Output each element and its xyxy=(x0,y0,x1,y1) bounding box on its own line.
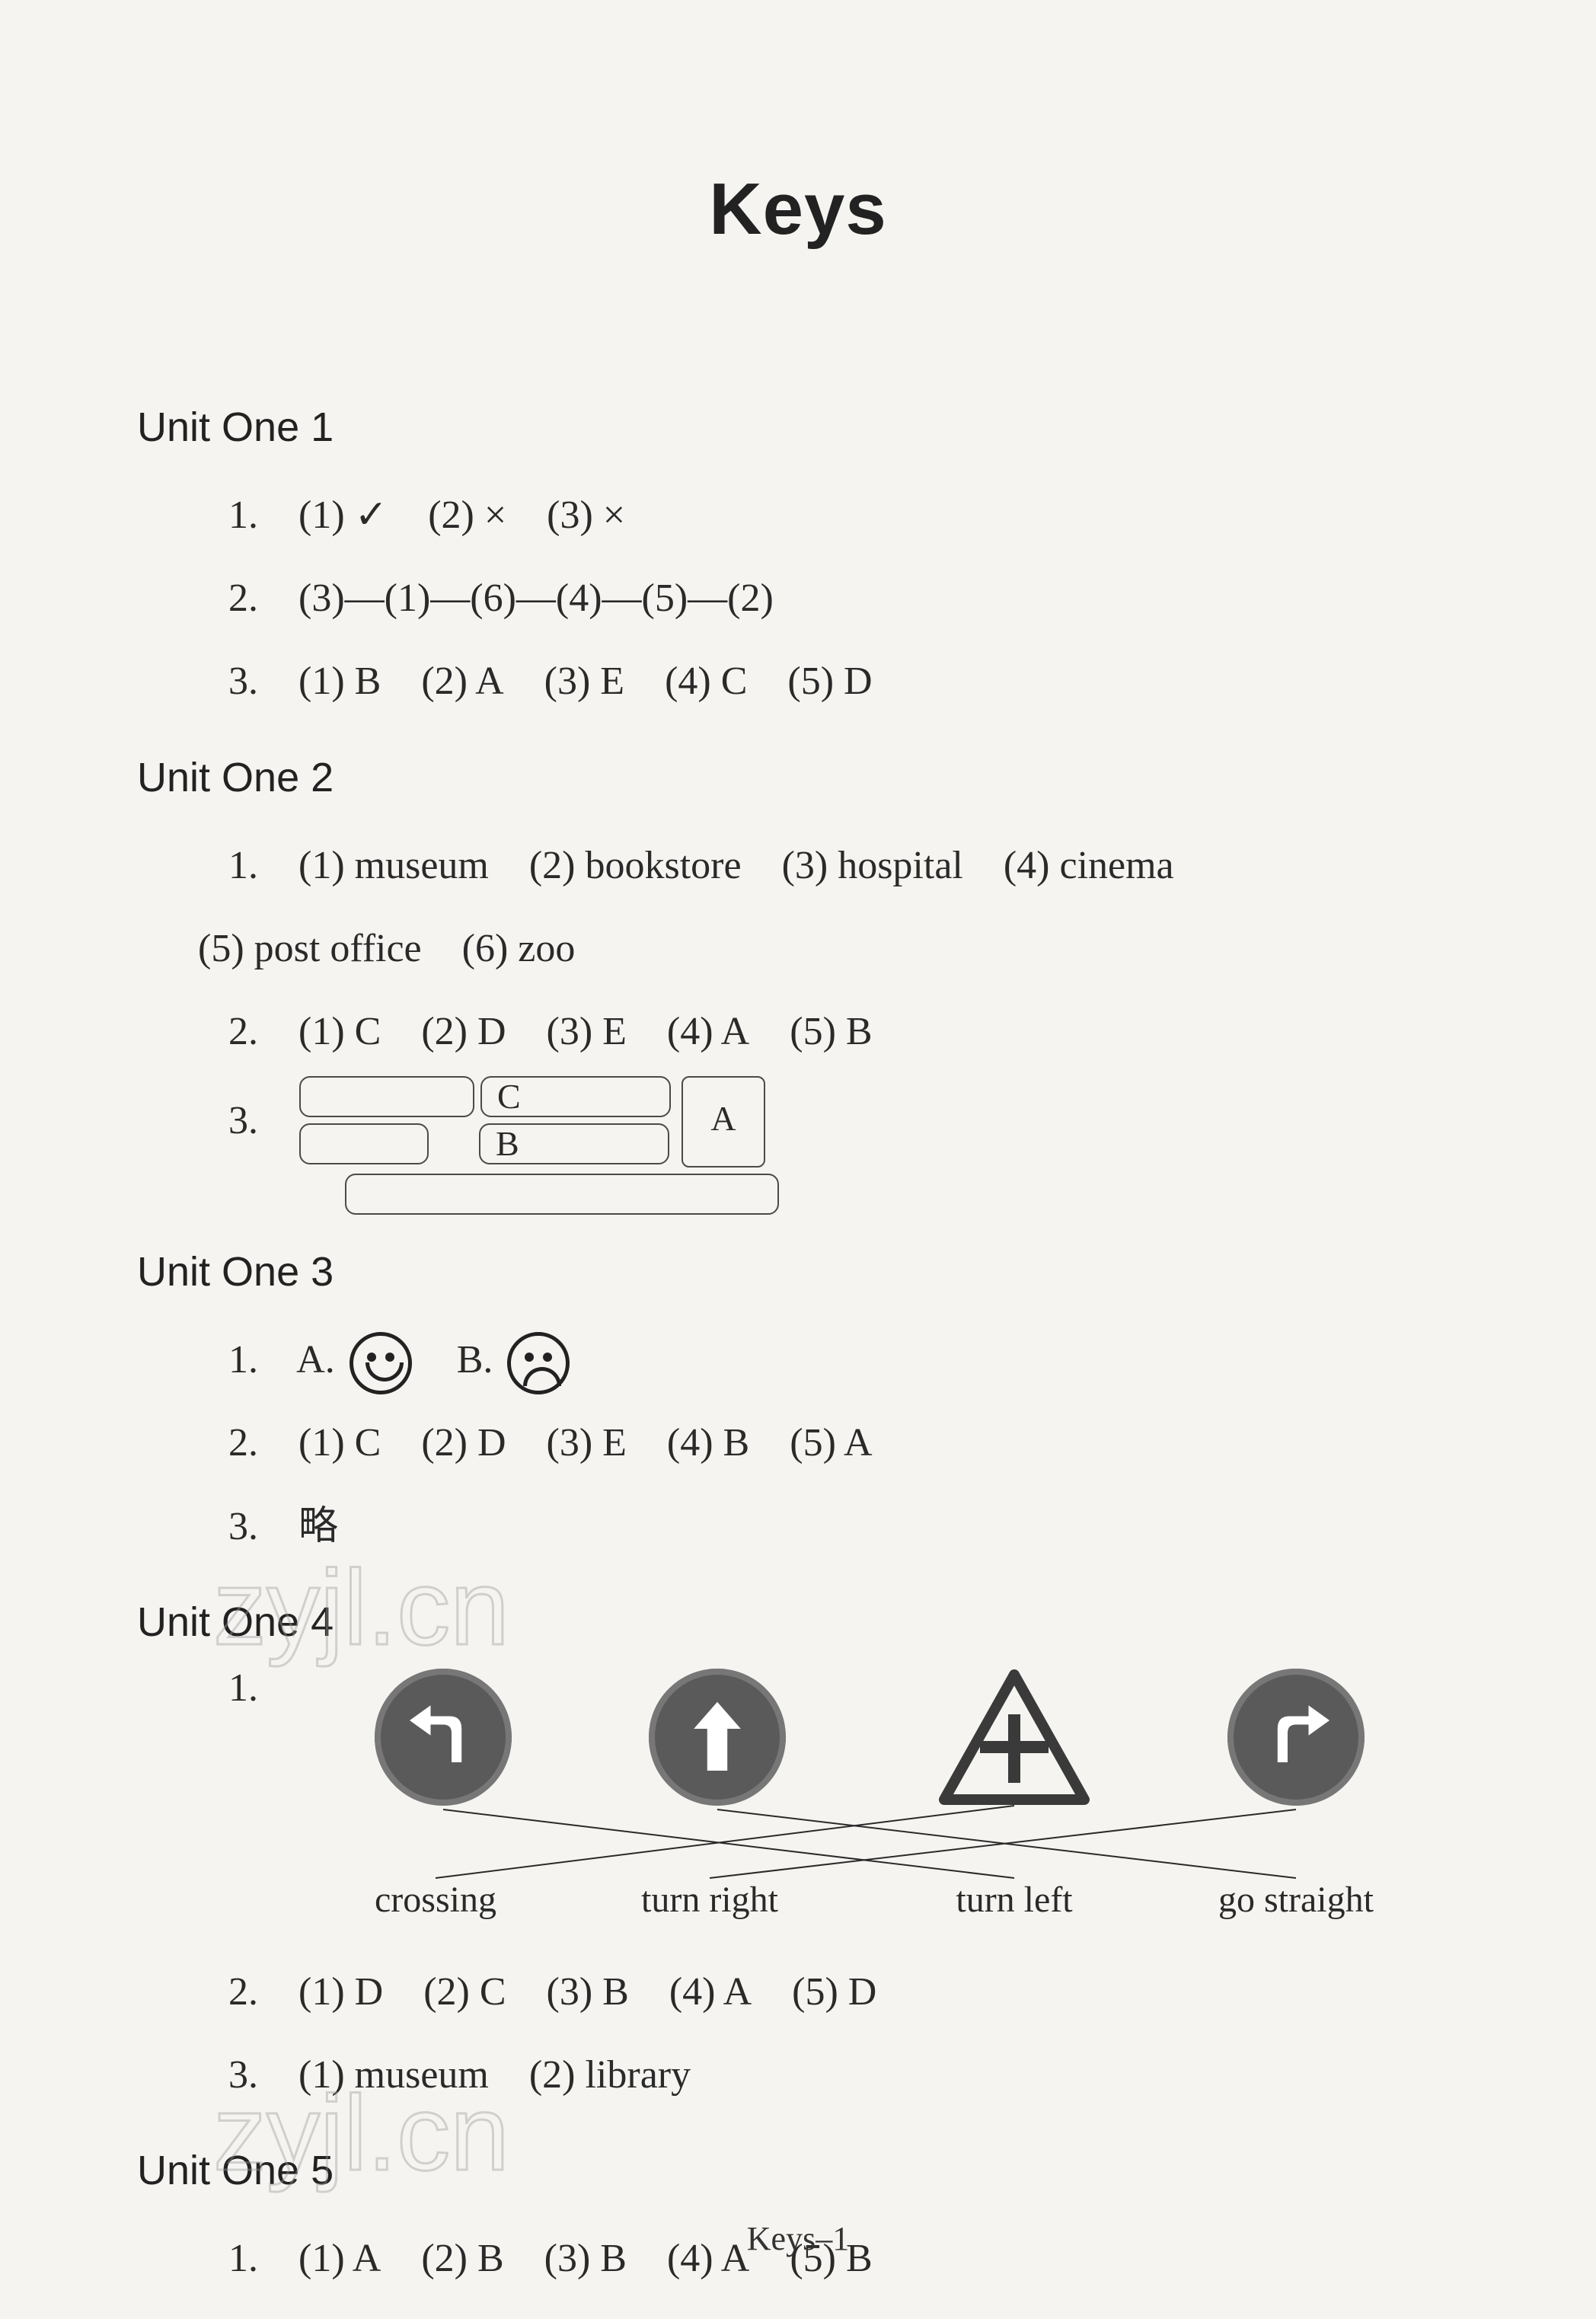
match-label: turn left xyxy=(915,1882,1113,1918)
answer-text: 略 xyxy=(298,1505,338,1548)
page: Keys Unit One 1 1. (1) ✓ (2) × (3) × 2. … xyxy=(0,0,1596,2319)
turn-right-sign-icon xyxy=(1227,1669,1365,1806)
q-label: 3. xyxy=(228,2033,258,2116)
unit4-q2: 2. (1) D (2) C (3) B (4) A (5) D xyxy=(228,1950,1459,2033)
answer-item: (3) hospital xyxy=(782,824,963,907)
unit3-q3: 3. 略 xyxy=(228,1485,1459,1568)
answer-item: (2) A xyxy=(421,640,503,723)
smile-face-icon xyxy=(350,1332,412,1394)
unit4-q1: 1. xyxy=(228,1669,1459,1950)
answer-item: (2) library xyxy=(529,2033,691,2116)
q-label: 2. xyxy=(228,990,258,1073)
answer-item: (3) × xyxy=(547,474,625,557)
answer-item: (5) D xyxy=(792,1950,876,2033)
answer-item: (5) post office xyxy=(198,907,422,990)
q-label: 1. xyxy=(228,1669,258,1708)
unit1-q2: 2. (3)—(1)—(6)—(4)—(5)—(2) xyxy=(228,557,1459,640)
unit-heading-4: Unit One 4 xyxy=(137,1599,1459,1646)
crossroads-sign-icon xyxy=(938,1669,1090,1806)
answer-item: (2) D xyxy=(421,1401,506,1484)
unit2-q2: 2. (1) C (2) D (3) E (4) A (5) B xyxy=(228,990,1459,1073)
answer-item: (3) E xyxy=(547,1401,627,1484)
answer-item: (5) A xyxy=(790,1401,872,1484)
answer-item: (4) cinema xyxy=(1004,824,1174,907)
q-label: 1. xyxy=(228,824,258,907)
answer-item: (6) zoo xyxy=(462,907,576,990)
diagram-box xyxy=(299,1076,474,1117)
unit1-q1: 1. (1) ✓ (2) × (3) × xyxy=(228,474,1459,557)
answer-item: (1) D xyxy=(298,1950,383,2033)
answer-item: (5) D xyxy=(787,640,872,723)
diagram-box: A xyxy=(681,1076,765,1167)
face-b-label: B. xyxy=(457,1338,493,1381)
answer-item: (2) × xyxy=(428,474,506,557)
match-label: turn right xyxy=(611,1882,809,1918)
face-a-label: A. xyxy=(296,1338,335,1381)
match-label: go straight xyxy=(1197,1882,1395,1918)
sad-face-icon xyxy=(507,1332,570,1394)
q-label: 1. xyxy=(228,1318,258,1401)
unit4-q3: 3. (1) museum (2) library xyxy=(228,2033,1459,2116)
q-label: 2. xyxy=(228,1950,258,2033)
q-label: 3. xyxy=(228,1485,258,1568)
unit-heading-5: Unit One 5 xyxy=(137,2147,1459,2194)
answer-item: (4) A xyxy=(669,1950,752,2033)
unit-heading-3: Unit One 3 xyxy=(137,1248,1459,1295)
q-label: 1. xyxy=(228,474,258,557)
answer-item: (2) C xyxy=(423,1950,506,2033)
q-label: 3. xyxy=(228,1079,258,1162)
answer-item: (3) E xyxy=(547,990,627,1073)
q-label: 2. xyxy=(228,557,258,640)
answer-item: (1) museum xyxy=(298,2033,489,2116)
box-label: A xyxy=(710,1082,736,1156)
unit2-q1-line2: (5) post office (6) zoo xyxy=(198,907,1459,990)
answer-item: (4) B xyxy=(667,1401,749,1484)
page-footer: Keys–1 xyxy=(0,2219,1596,2258)
q-label: 3. xyxy=(228,640,258,723)
unit3-q2: 2. (1) C (2) D (3) E (4) B (5) A xyxy=(228,1401,1459,1484)
unit2-q3: 3. C B A xyxy=(228,1073,1459,1218)
unit1-q3: 3. (1) B (2) A (3) E (4) C (5) D xyxy=(228,640,1459,723)
answer-item: (4) A xyxy=(667,990,749,1073)
answer-item: (3) B xyxy=(547,1950,629,2033)
q-label: 2. xyxy=(228,1401,258,1484)
answer-item: (1) C xyxy=(298,990,381,1073)
diagram-box xyxy=(299,1123,429,1164)
unit2-q1-line1: 1. (1) museum (2) bookstore (3) hospital… xyxy=(228,824,1459,907)
page-title: Keys xyxy=(137,168,1459,251)
unit-heading-1: Unit One 1 xyxy=(137,404,1459,451)
layout-diagram: C B A xyxy=(296,1073,782,1218)
diagram-box: B xyxy=(479,1123,669,1164)
answer-text: (3)—(1)—(6)—(4)—(5)—(2) xyxy=(298,577,774,620)
matching-diagram: crossing turn right turn left go straigh… xyxy=(329,1669,1441,1943)
answer-item: (1) C xyxy=(298,1401,381,1484)
answer-item: (1) B xyxy=(298,640,381,723)
answer-item: (5) B xyxy=(790,990,872,1073)
answer-item: (4) C xyxy=(665,640,747,723)
turn-left-sign-icon xyxy=(375,1669,512,1806)
match-label: crossing xyxy=(337,1882,535,1918)
answer-item: (3) E xyxy=(544,640,624,723)
box-label: B xyxy=(496,1107,519,1181)
unit3-q1: 1. A. B. xyxy=(228,1318,1459,1401)
diagram-box xyxy=(345,1174,779,1215)
answer-item: (1) museum xyxy=(298,824,489,907)
answer-item: (1) ✓ xyxy=(298,474,388,557)
answer-item: (2) bookstore xyxy=(529,824,742,907)
unit-heading-2: Unit One 2 xyxy=(137,754,1459,801)
go-straight-sign-icon xyxy=(649,1669,786,1806)
answer-item: (2) D xyxy=(421,990,506,1073)
